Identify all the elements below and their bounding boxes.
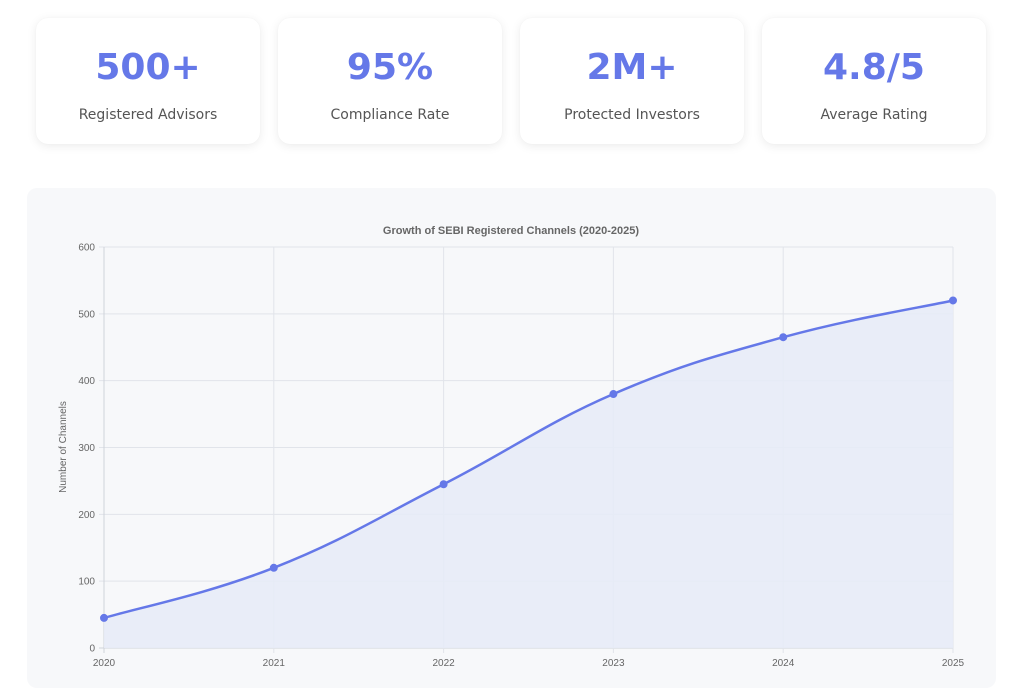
y-tick-label: 600 bbox=[78, 243, 95, 254]
stat-value: 95% bbox=[346, 47, 434, 88]
stat-label: Average Rating bbox=[820, 107, 928, 123]
data-point bbox=[100, 613, 108, 622]
data-point bbox=[269, 563, 278, 572]
y-tick-label: 400 bbox=[78, 376, 95, 387]
stat-value: 2M+ bbox=[586, 47, 678, 88]
y-tick-label: 300 bbox=[78, 443, 95, 454]
series-area-fill bbox=[104, 300, 953, 648]
stat-value: 500+ bbox=[95, 47, 201, 88]
x-tick-label: 2022 bbox=[432, 658, 455, 669]
stat-label: Compliance Rate bbox=[330, 107, 450, 123]
data-point bbox=[439, 480, 448, 489]
chart-panel: Growth of SEBI Registered Channels (2020… bbox=[27, 188, 996, 688]
data-point bbox=[779, 333, 788, 342]
stat-card-investors: 2M+ Protected Investors bbox=[520, 18, 744, 144]
y-tick-label: 0 bbox=[89, 644, 95, 655]
stat-value: 4.8/5 bbox=[823, 47, 925, 88]
y-tick-label: 500 bbox=[78, 309, 95, 320]
stat-card-rating: 4.8/5 Average Rating bbox=[762, 18, 986, 144]
stat-label: Registered Advisors bbox=[78, 107, 218, 123]
series-line bbox=[103, 299, 954, 620]
stat-card-compliance: 95% Compliance Rate bbox=[278, 18, 502, 144]
chart-title: Growth of SEBI Registered Channels (2020… bbox=[383, 225, 639, 237]
y-tick-label: 200 bbox=[78, 510, 95, 521]
x-tick-label: 2020 bbox=[93, 658, 116, 669]
data-point bbox=[949, 296, 957, 305]
x-tick-label: 2023 bbox=[602, 658, 625, 669]
stats-row: 500+ Registered Advisors 95% Compliance … bbox=[36, 18, 988, 144]
data-point bbox=[609, 390, 618, 399]
x-tick-label: 2024 bbox=[772, 658, 795, 669]
stat-card-advisors: 500+ Registered Advisors bbox=[36, 18, 260, 144]
chart-points bbox=[100, 296, 957, 622]
y-tick-label: 100 bbox=[78, 577, 95, 588]
y-axis-label: Number of Channels bbox=[58, 401, 69, 493]
x-tick-label: 2021 bbox=[263, 658, 286, 669]
chart-area-layer bbox=[103, 299, 954, 648]
growth-chart: Growth of SEBI Registered Channels (2020… bbox=[58, 225, 965, 669]
chart-labels: Growth of SEBI Registered Channels (2020… bbox=[58, 225, 965, 669]
x-tick-label: 2025 bbox=[942, 658, 965, 669]
stat-label: Protected Investors bbox=[564, 107, 700, 123]
